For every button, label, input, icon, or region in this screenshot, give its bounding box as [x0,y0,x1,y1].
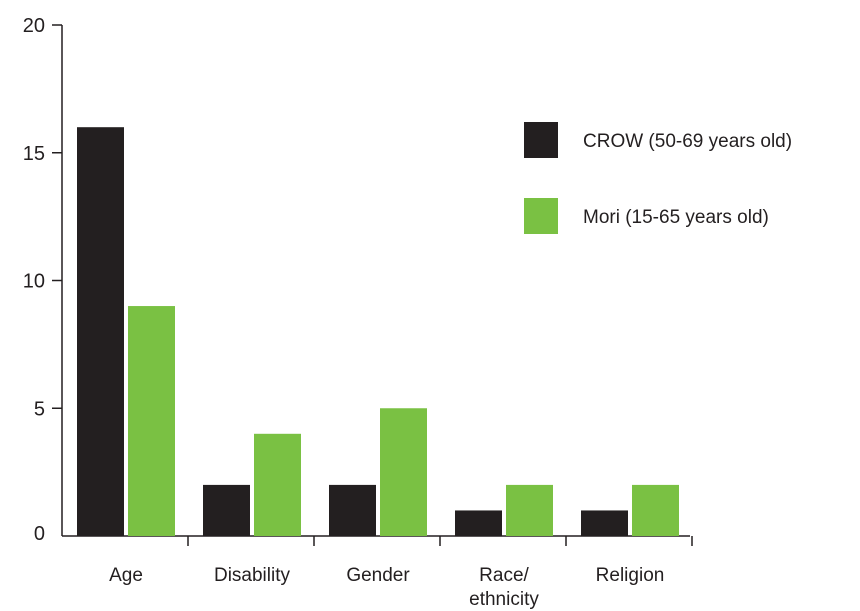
y-tick-label: 15 [23,143,45,165]
bars [77,127,679,536]
x-label-line: Gender [346,565,410,586]
bar-crow-race-ethnicity [455,510,502,536]
bar-mori-race-ethnicity [506,484,553,536]
bar-mori-religion [632,484,679,536]
bar-crow-age [77,127,124,536]
bar-crow-disability [203,484,250,536]
y-tick-label: 5 [34,398,45,420]
x-label-religion: Religion [596,565,665,586]
bar-mori-gender [380,408,427,536]
legend-label-mori: Mori (15-65 years old) [583,207,769,228]
bar-crow-religion [581,510,628,536]
x-label-line: Race/ [479,565,529,586]
legend-swatch-mori [524,198,558,234]
x-label-line: Religion [596,565,665,586]
y-tick-label: 0 [34,523,45,545]
y-tick-label: 20 [23,15,45,37]
y-axis: 0 5 10 15 20 [23,15,63,545]
legend-swatch-crow [524,122,558,158]
legend-label-crow: CROW (50-69 years old) [583,131,792,152]
bar-crow-gender [329,484,376,536]
x-label-gender: Gender [346,565,410,586]
x-label-line: ethnicity [469,589,539,610]
x-label-race-ethnicity: Race/ethnicity [469,565,539,610]
x-label-line: Disability [214,565,291,586]
x-label-age: Age [109,565,143,586]
legend: CROW (50-69 years old) Mori (15-65 years … [524,122,792,234]
y-tick-label: 10 [23,271,45,293]
bar-mori-disability [254,433,301,536]
bar-mori-age [128,306,175,536]
x-axis: Age Disability Gender Race/ethnicity Religio… [62,535,693,610]
x-label-line: Age [109,565,143,586]
x-label-disability: Disability [214,565,291,586]
